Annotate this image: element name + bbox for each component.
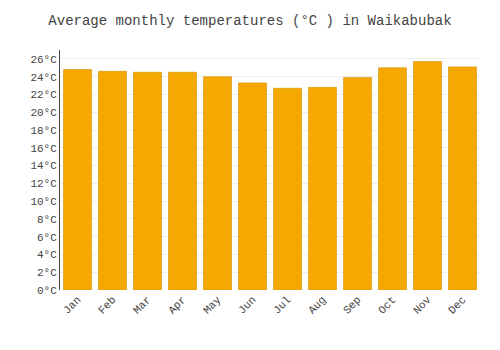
svg-text:14°C: 14°C <box>30 160 57 172</box>
svg-text:2°C: 2°C <box>37 267 57 279</box>
svg-text:22°C: 22°C <box>30 89 57 101</box>
svg-text:Mar: Mar <box>131 294 153 316</box>
svg-text:6°C: 6°C <box>37 232 57 244</box>
svg-text:4°C: 4°C <box>37 249 57 261</box>
svg-text:18°C: 18°C <box>30 125 57 137</box>
svg-text:8°C: 8°C <box>37 214 57 226</box>
svg-text:Jun: Jun <box>236 294 258 316</box>
svg-text:Nov: Nov <box>411 294 434 317</box>
svg-text:May: May <box>201 294 224 317</box>
svg-text:26°C: 26°C <box>30 54 57 66</box>
svg-text:Jul: Jul <box>271 294 293 316</box>
svg-text:Average monthly temperatures (: Average monthly temperatures (°C ) in Wa… <box>48 13 451 29</box>
svg-text:24°C: 24°C <box>30 72 57 84</box>
svg-text:0°C: 0°C <box>37 285 57 297</box>
svg-text:Feb: Feb <box>96 294 118 316</box>
svg-text:16°C: 16°C <box>30 143 57 155</box>
svg-text:12°C: 12°C <box>30 178 57 190</box>
svg-text:Oct: Oct <box>376 294 398 316</box>
svg-text:Aug: Aug <box>306 294 328 316</box>
svg-text:10°C: 10°C <box>30 196 57 208</box>
svg-text:Dec: Dec <box>446 294 468 316</box>
svg-text:Sep: Sep <box>341 294 363 316</box>
svg-text:Jan: Jan <box>61 294 83 316</box>
svg-text:Apr: Apr <box>166 294 188 316</box>
svg-text:20°C: 20°C <box>30 107 57 119</box>
